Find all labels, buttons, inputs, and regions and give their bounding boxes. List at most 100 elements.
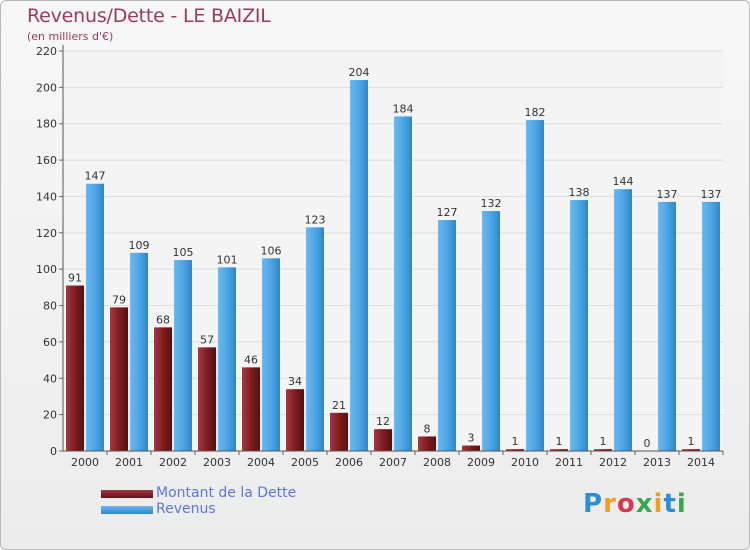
data-label-revenus: 105 [173, 246, 194, 259]
x-tick-label: 2007 [379, 456, 407, 469]
data-label-revenus: 127 [437, 206, 458, 219]
x-tick-label: 2002 [159, 456, 187, 469]
proxiti-logo: Proxiti [583, 489, 687, 519]
bar-dette [286, 389, 304, 451]
x-tick-label: 2013 [643, 456, 671, 469]
x-tick-label: 2004 [247, 456, 275, 469]
data-label-revenus: 204 [349, 66, 370, 79]
data-label-dette: 79 [112, 293, 126, 306]
bar-revenus [614, 189, 632, 451]
bar-revenus [262, 258, 280, 451]
data-label-revenus: 184 [393, 102, 414, 115]
logo-letter: t [663, 489, 677, 519]
data-label-dette: 12 [376, 415, 390, 428]
data-label-dette: 46 [244, 353, 258, 366]
bar-dette [110, 307, 128, 451]
y-tick-label: 140 [36, 190, 57, 203]
bar-revenus [482, 211, 500, 451]
data-label-revenus: 109 [129, 239, 150, 252]
logo-letter: r [603, 489, 617, 519]
bar-dette [462, 445, 480, 451]
logo-letter: x [635, 489, 654, 519]
x-tick-label: 2006 [335, 456, 363, 469]
logo-letter: o [616, 489, 636, 519]
x-tick-label: 2011 [555, 456, 583, 469]
bar-dette [594, 449, 612, 451]
bar-revenus [570, 200, 588, 451]
bar-dette [682, 449, 700, 451]
chart-subtitle: (en milliers d'€) [27, 30, 114, 43]
x-tick-label: 2008 [423, 456, 451, 469]
bar-dette [198, 347, 216, 451]
y-tick-label: 200 [36, 81, 57, 94]
y-tick-label: 100 [36, 263, 57, 276]
data-label-dette: 0 [644, 437, 651, 450]
y-tick-label: 0 [50, 445, 57, 458]
bar-revenus [438, 220, 456, 451]
y-tick-label: 120 [36, 227, 57, 240]
data-label-revenus: 137 [701, 188, 722, 201]
x-tick-label: 2014 [687, 456, 715, 469]
bar-dette [242, 367, 260, 451]
bar-dette [154, 327, 172, 451]
data-label-dette: 34 [288, 375, 302, 388]
data-label-revenus: 123 [305, 213, 326, 226]
data-label-dette: 21 [332, 399, 346, 412]
data-label-revenus: 138 [569, 186, 590, 199]
bar-revenus [86, 183, 104, 451]
x-tick-label: 2012 [599, 456, 627, 469]
bar-dette [506, 449, 524, 451]
y-tick-label: 80 [43, 300, 57, 313]
data-label-dette: 1 [512, 435, 519, 448]
bar-dette [550, 449, 568, 451]
y-tick-label: 20 [43, 409, 57, 422]
data-label-dette: 3 [468, 432, 475, 445]
bar-revenus [350, 80, 368, 451]
x-tick-label: 2000 [71, 456, 99, 469]
data-label-dette: 1 [556, 435, 563, 448]
logo-letter: i [653, 489, 664, 519]
legend-label-dette: Montant de la Dette [156, 485, 297, 501]
data-label-dette: 57 [200, 333, 214, 346]
x-tick-label: 2003 [203, 456, 231, 469]
data-label-dette: 1 [688, 435, 695, 448]
x-tick-label: 2010 [511, 456, 539, 469]
y-tick-label: 220 [36, 45, 57, 58]
bar-revenus [218, 267, 236, 451]
bar-revenus [306, 227, 324, 451]
logo-letter: i [676, 489, 687, 519]
data-label-revenus: 147 [85, 170, 106, 183]
legend-swatch-revenus [101, 506, 153, 514]
bar-revenus [130, 252, 148, 451]
y-tick-label: 60 [43, 336, 57, 349]
x-tick-label: 2005 [291, 456, 319, 469]
x-tick-label: 2009 [467, 456, 495, 469]
bar-revenus [526, 120, 544, 451]
chart-title: Revenus/Dette - LE BAIZIL [27, 5, 271, 27]
bar-dette [330, 412, 348, 451]
data-label-dette: 68 [156, 313, 170, 326]
bar-dette [418, 436, 436, 451]
legend-swatch-dette [101, 490, 153, 498]
bar-dette [66, 285, 84, 451]
y-tick-label: 180 [36, 118, 57, 131]
bar-revenus [394, 116, 412, 452]
data-label-dette: 8 [424, 422, 431, 435]
plot-area [63, 51, 723, 451]
y-tick-label: 40 [43, 372, 57, 385]
logo-letter: P [583, 489, 604, 519]
data-label-dette: 1 [600, 435, 607, 448]
data-label-revenus: 137 [657, 188, 678, 201]
bar-revenus [658, 201, 676, 451]
data-label-revenus: 144 [613, 175, 634, 188]
x-tick-label: 2001 [115, 456, 143, 469]
data-label-revenus: 132 [481, 197, 502, 210]
bar-revenus [702, 201, 720, 451]
y-tick-label: 160 [36, 154, 57, 167]
data-label-dette: 91 [68, 272, 82, 285]
data-label-revenus: 101 [217, 253, 238, 266]
bar-revenus [174, 260, 192, 451]
data-label-revenus: 106 [261, 244, 282, 257]
